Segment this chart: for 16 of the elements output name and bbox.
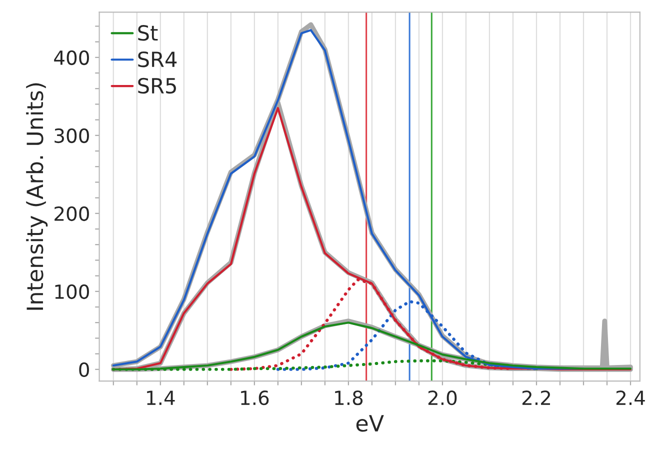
legend-label: St [138,25,158,41]
legend-label: SR4 [138,51,177,68]
x-tick-label: 1.8 [335,390,363,406]
y-tick-label: 100 [55,284,89,300]
y-tick-label: 0 [79,362,89,378]
x-tick-label: 2.2 [522,390,550,405]
x-tick-label: 1.6 [241,390,269,406]
x-tick-label: 2.4 [616,390,645,405]
y-axis-title: Intensity (Arb. Units) [26,83,48,310]
y-tick-label: 200 [54,206,89,222]
x-tick-label: 1.4 [147,390,175,405]
y-tick-label: 300 [54,128,89,144]
x-tick-label: 2.0 [428,390,457,406]
y-tick-label: 400 [54,50,89,66]
legend-label: SR5 [138,78,176,94]
x-axis-title: eV [356,415,384,432]
